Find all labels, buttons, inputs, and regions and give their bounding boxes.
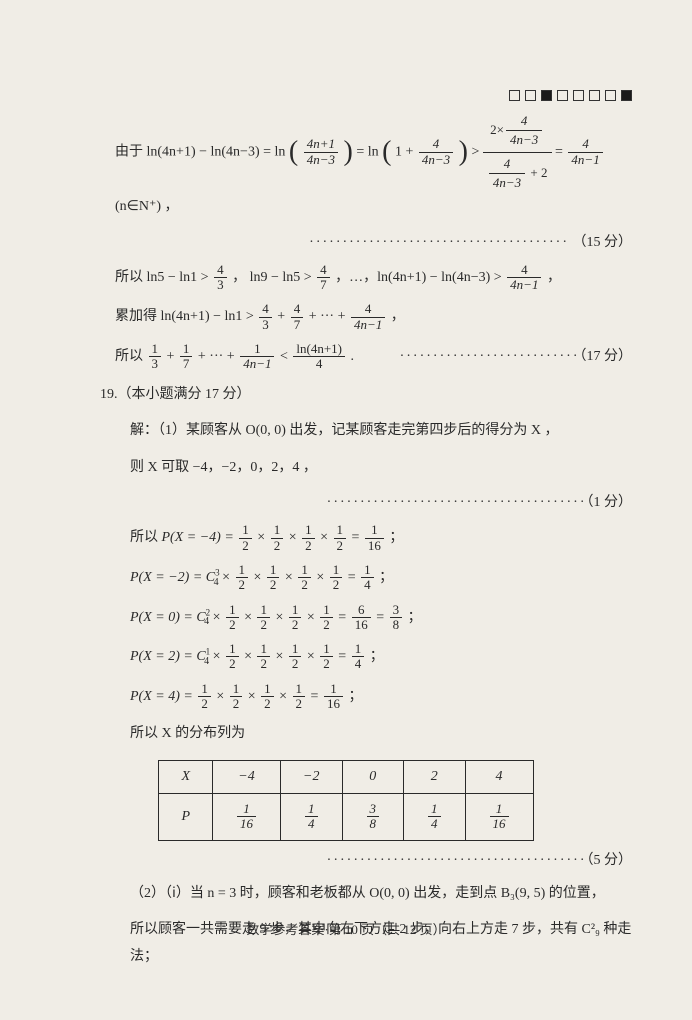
q19-heading: 19.（本小题满分 17 分）: [100, 382, 632, 409]
distribution-table: X −4 −2 0 2 4 P 116 14 38 14 116: [158, 760, 533, 841]
lparen-1: (: [289, 136, 298, 167]
line-3: 累加得 ln(4n+1) − ln1 > 43 + 47 + ··· + 44n…: [115, 302, 632, 332]
marker-4: [557, 90, 568, 101]
rparen-2: ): [459, 136, 468, 167]
marker-2: [525, 90, 536, 101]
eq1-eq: =: [555, 144, 566, 159]
eq1-gt: >: [471, 144, 482, 159]
score-17: ···························（17 分）: [400, 344, 632, 371]
part2-a: （2）（ⅰ）当 n = 3 时，顾客和老板都从 O(0, 0) 出发，走到点 B…: [130, 881, 632, 908]
prob-minus2: P(X = −2) = C34 × 12 × 12 × 12 × 12 = 14…: [130, 563, 632, 593]
eq1-tail: (n∈N⁺) ，: [115, 199, 179, 214]
equation-1: 由于 ln(4n+1) − ln(4n−3) = ln ( 4n+14n−3 )…: [115, 110, 632, 221]
prob-4: P(X = 4) = 12 × 12 × 12 × 12 = 116 ；: [130, 682, 632, 712]
prob-0: P(X = 0) = C24 × 12 × 12 × 12 × 12 = 616…: [130, 603, 632, 633]
prob-minus4: 所以 P(X = −4) = 12 × 12 × 12 × 12 = 116 ；: [130, 523, 632, 553]
marker-5: [573, 90, 584, 101]
table-row-p: P 116 14 38 14 116: [159, 793, 533, 840]
prob-2: P(X = 2) = C14 × 12 × 12 × 12 × 12 = 14 …: [130, 642, 632, 672]
distribution-label: 所以 X 的分布列为: [130, 721, 632, 748]
one-plus: 1 +: [395, 144, 417, 159]
page-footer: 数学参考答案·第 10 页（共 12 页）: [0, 919, 692, 938]
eq1-last-frac: 44n−1: [568, 137, 602, 167]
line-2: 所以 ln5 − ln1 > 43 ， ln9 − ln5 > 47 ，…，ln…: [115, 263, 632, 293]
page-markers: [509, 90, 632, 101]
score-5: ·······································（…: [60, 849, 632, 869]
page-content: 由于 ln(4n+1) − ln(4n−3) = ln ( 4n+14n−3 )…: [0, 0, 692, 1020]
marker-6: [589, 90, 600, 101]
marker-3: [541, 90, 552, 101]
eq1-frac2: 44n−3: [419, 137, 453, 167]
eq1-frac1: 4n+14n−3: [304, 137, 338, 167]
eq1-mid1: = ln: [356, 144, 378, 159]
marker-7: [605, 90, 616, 101]
marker-8: [621, 90, 632, 101]
lparen-2: (: [382, 136, 391, 167]
q19-values: 则 X 可取 −4，−2，0，2，4 ，: [130, 455, 632, 482]
eq1-body: ln(4n+1) − ln(4n−3) = ln: [147, 144, 286, 159]
eq1-prefix: 由于: [115, 144, 147, 159]
rparen-1: ): [344, 136, 353, 167]
table-row-x: X −4 −2 0 2 4: [159, 760, 533, 793]
marker-1: [509, 90, 520, 101]
line-4: 所以 13 + 17 + ··· + 14n−1 < ln(4n+1)4 . ·…: [115, 342, 632, 372]
q19-solution: 解：（1）某顾客从 O(0, 0) 出发，记某顾客走完第四步后的得分为 X ，: [130, 418, 632, 445]
eq1-bigfrac: 2×44n−3 44n−3 + 2: [483, 110, 552, 194]
score-1: ·······································（…: [60, 491, 632, 511]
score-15: ······································· …: [60, 231, 632, 251]
